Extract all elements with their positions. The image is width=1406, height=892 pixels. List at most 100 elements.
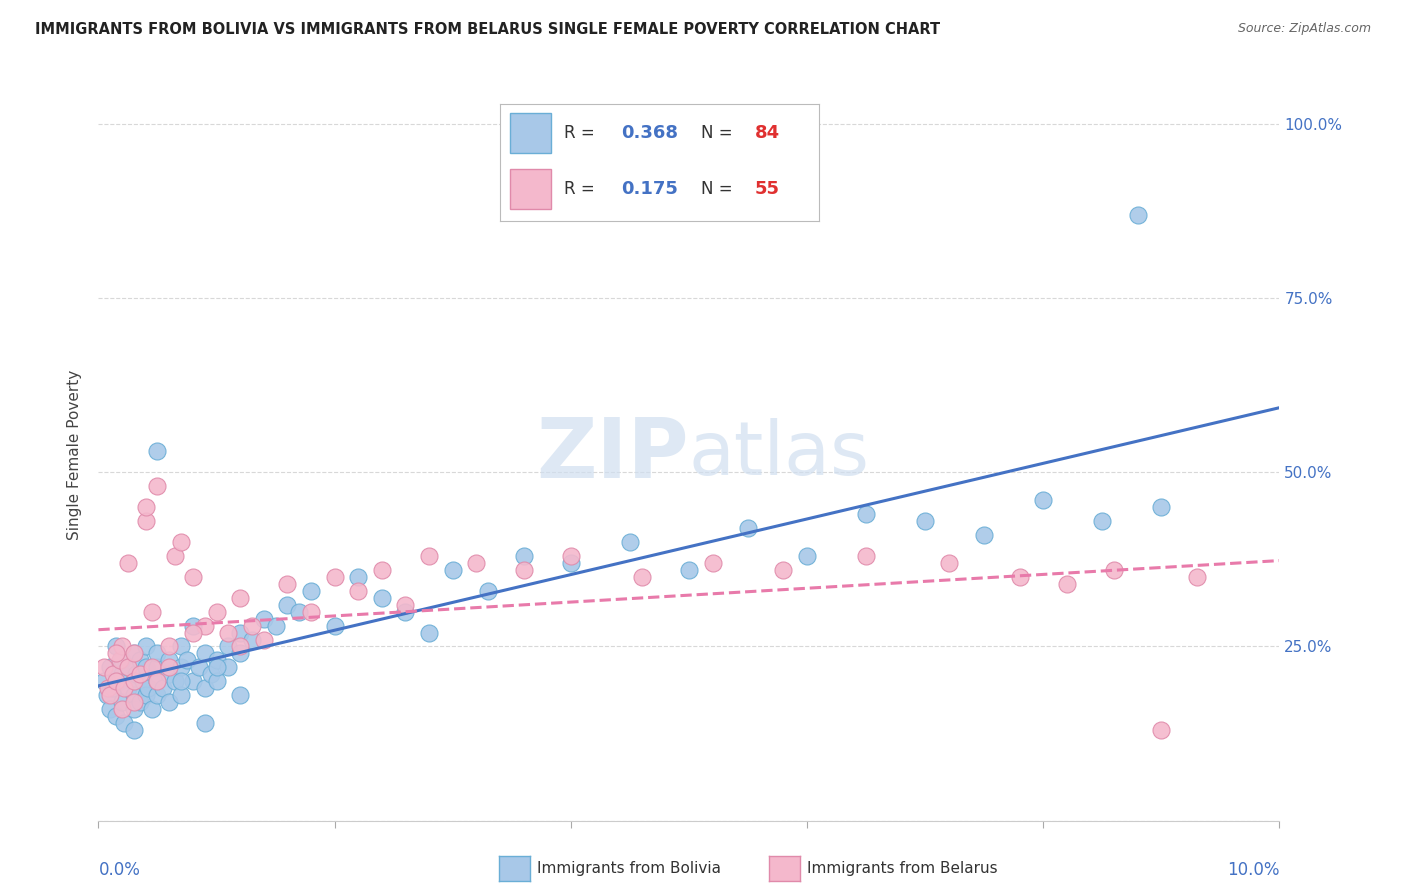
Text: Source: ZipAtlas.com: Source: ZipAtlas.com	[1237, 22, 1371, 36]
Point	[146, 688, 169, 702]
Point	[122, 702, 145, 716]
Point	[205, 653, 228, 667]
Point	[157, 695, 180, 709]
Point	[1126, 208, 1149, 222]
Point	[772, 563, 794, 577]
Point	[560, 549, 582, 563]
Point	[93, 674, 115, 689]
Point	[796, 549, 818, 563]
Point	[170, 640, 193, 654]
Point	[205, 674, 228, 689]
Point	[146, 674, 169, 689]
Point	[152, 681, 174, 696]
Point	[299, 583, 322, 598]
Point	[194, 618, 217, 632]
Point	[229, 591, 252, 605]
Point	[122, 688, 145, 702]
Point	[165, 674, 187, 689]
Point	[1008, 570, 1031, 584]
Point	[157, 640, 180, 654]
Point	[96, 688, 118, 702]
Point	[465, 556, 488, 570]
Point	[394, 598, 416, 612]
Point	[1185, 570, 1208, 584]
Point	[97, 681, 120, 696]
Point	[146, 660, 169, 674]
Point	[141, 660, 163, 674]
Text: 0.0%: 0.0%	[98, 861, 141, 879]
Point	[170, 535, 193, 549]
Point	[108, 674, 131, 689]
Point	[146, 479, 169, 493]
Point	[98, 688, 121, 702]
Point	[122, 674, 145, 689]
Point	[1032, 493, 1054, 508]
Point	[181, 674, 204, 689]
Point	[135, 500, 157, 515]
Point	[146, 647, 169, 661]
Text: Immigrants from Belarus: Immigrants from Belarus	[807, 862, 998, 876]
Point	[253, 632, 276, 647]
Point	[217, 625, 239, 640]
Text: IMMIGRANTS FROM BOLIVIA VS IMMIGRANTS FROM BELARUS SINGLE FEMALE POVERTY CORRELA: IMMIGRANTS FROM BOLIVIA VS IMMIGRANTS FR…	[35, 22, 941, 37]
Point	[112, 716, 135, 731]
Point	[165, 549, 187, 563]
Point	[323, 570, 346, 584]
Text: Immigrants from Bolivia: Immigrants from Bolivia	[537, 862, 721, 876]
Point	[135, 514, 157, 528]
Point	[914, 514, 936, 528]
Point	[1150, 723, 1173, 737]
Point	[181, 618, 204, 632]
Point	[371, 563, 394, 577]
Point	[112, 681, 135, 696]
Point	[200, 667, 222, 681]
Point	[122, 695, 145, 709]
Point	[181, 570, 204, 584]
Point	[93, 660, 115, 674]
Point	[111, 653, 134, 667]
Point	[240, 618, 263, 632]
Point	[855, 507, 877, 521]
Point	[512, 563, 534, 577]
Point	[630, 570, 652, 584]
Point	[619, 535, 641, 549]
Point	[441, 563, 464, 577]
Point	[938, 556, 960, 570]
Point	[122, 647, 145, 661]
Point	[128, 695, 150, 709]
Text: atlas: atlas	[689, 418, 870, 491]
Point	[323, 618, 346, 632]
Point	[101, 667, 124, 681]
Point	[105, 640, 128, 654]
Point	[347, 583, 370, 598]
Point	[194, 681, 217, 696]
Point	[229, 688, 252, 702]
Point	[288, 605, 311, 619]
Point	[122, 674, 145, 689]
Point	[205, 605, 228, 619]
Point	[1056, 576, 1078, 591]
Point	[141, 605, 163, 619]
Point	[170, 688, 193, 702]
Point	[264, 618, 287, 632]
Point	[157, 667, 180, 681]
Point	[371, 591, 394, 605]
Y-axis label: Single Female Poverty: Single Female Poverty	[67, 370, 83, 540]
Point	[141, 702, 163, 716]
Point	[135, 660, 157, 674]
Point	[136, 681, 159, 696]
Point	[111, 695, 134, 709]
Point	[702, 556, 724, 570]
Point	[240, 632, 263, 647]
Point	[855, 549, 877, 563]
Point	[111, 667, 134, 681]
Point	[101, 681, 124, 696]
Point	[560, 556, 582, 570]
Point	[512, 549, 534, 563]
Point	[394, 605, 416, 619]
Point	[181, 625, 204, 640]
Point	[229, 625, 252, 640]
Point	[122, 723, 145, 737]
Point	[299, 605, 322, 619]
Point	[205, 660, 228, 674]
